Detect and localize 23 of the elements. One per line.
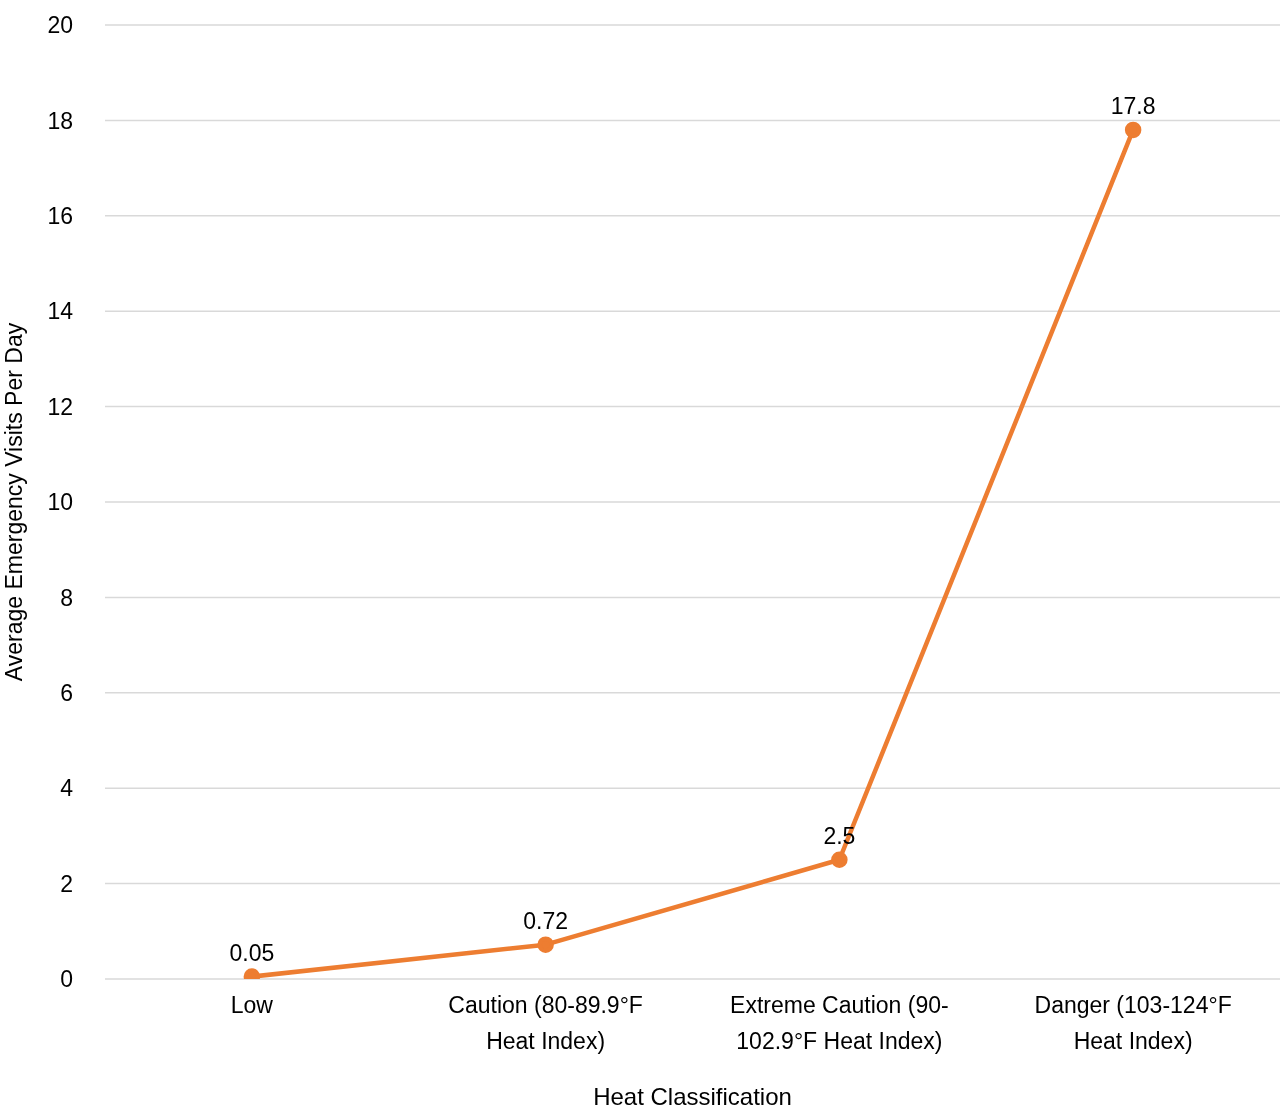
data-label: 0.72 [523, 907, 569, 934]
x-tick-label: Caution (80-89.9°F Heat Index) [448, 992, 643, 1054]
y-tick-label: 12 [47, 393, 73, 420]
y-tick-label: 16 [47, 202, 73, 229]
point [537, 936, 554, 953]
y-tick-label: 18 [47, 107, 73, 134]
y-tick-label: 8 [60, 584, 73, 611]
y-axis-title: Average Emergency Visits Per Day [1, 322, 28, 682]
point [1124, 121, 1142, 139]
y-tick-label: 0 [60, 966, 73, 993]
data-label: 17.8 [1110, 92, 1156, 119]
y-tick-label: 6 [60, 679, 73, 706]
x-tick-label: Extreme Caution (90-102.9°F Heat Index) [730, 992, 949, 1054]
y-tick-label: 2 [60, 870, 73, 897]
y-tick-label: 20 [47, 12, 73, 39]
point [831, 851, 848, 868]
y-tick-label: 10 [47, 489, 73, 516]
y-tick-label: 4 [60, 775, 74, 802]
x-tick-label: Low [230, 992, 274, 1018]
x-axis-title: Heat Classification [593, 1083, 792, 1107]
data-label: 0.05 [229, 939, 275, 966]
y-tick-label: 14 [47, 298, 74, 325]
x-tick-label: Danger (103-124°F Heat Index) [1034, 992, 1232, 1054]
